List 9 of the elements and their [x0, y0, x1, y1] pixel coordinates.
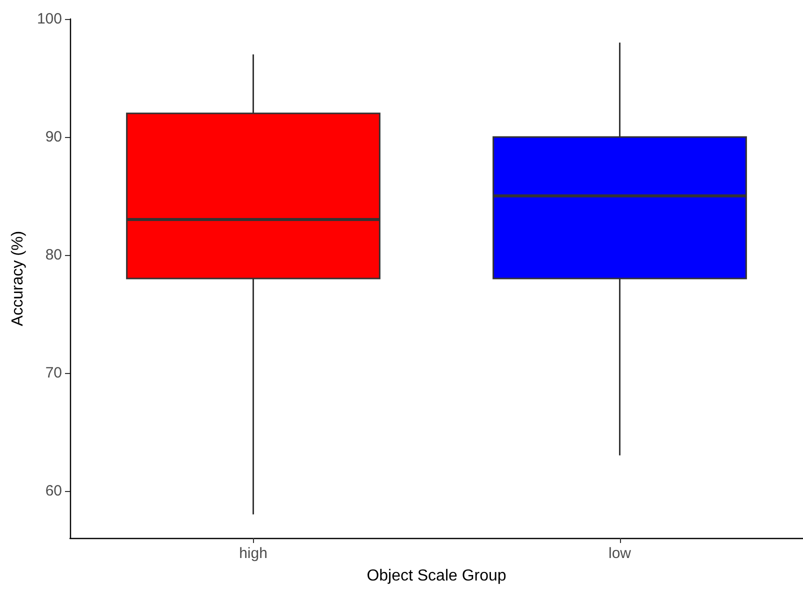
y-tick-label: 90 [45, 128, 62, 146]
y-tick-label: 100 [36, 10, 62, 28]
x-axis-title: Object Scale Group [366, 568, 506, 584]
y-tick-label: 70 [45, 364, 62, 382]
y-tick-label: 60 [45, 482, 62, 500]
x-tick-label: high [239, 545, 268, 562]
y-tick-label: 80 [45, 246, 62, 264]
x-tick-label: low [608, 545, 632, 562]
y-axis-title: Accuracy (%) [10, 230, 27, 326]
